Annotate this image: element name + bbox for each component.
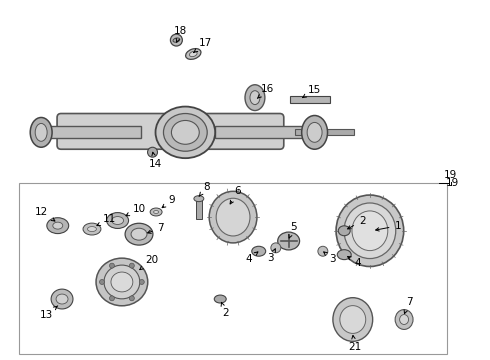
Ellipse shape [104,265,140,299]
Text: 9: 9 [162,195,175,208]
Ellipse shape [400,315,409,324]
Text: 19: 19 [444,170,458,180]
Ellipse shape [164,113,207,151]
Ellipse shape [318,246,328,256]
Ellipse shape [190,51,197,57]
Ellipse shape [194,196,204,202]
Ellipse shape [216,198,250,236]
Ellipse shape [154,211,159,213]
Ellipse shape [278,232,299,250]
Ellipse shape [131,228,147,240]
Text: 18: 18 [174,26,187,42]
Text: 21: 21 [348,336,362,352]
Circle shape [171,34,182,46]
Ellipse shape [307,122,322,142]
Bar [19,183,447,354]
Text: 8: 8 [199,182,210,197]
Ellipse shape [47,218,69,234]
Ellipse shape [51,289,73,309]
Text: 17: 17 [194,38,212,53]
Ellipse shape [186,49,201,59]
Ellipse shape [336,195,404,266]
Circle shape [109,296,115,301]
Text: 13: 13 [40,306,58,320]
Ellipse shape [125,223,153,245]
Ellipse shape [53,222,63,229]
Ellipse shape [245,85,265,111]
Bar [294,129,354,135]
Bar [196,199,202,219]
Text: 11: 11 [97,214,117,226]
Ellipse shape [56,294,68,304]
Text: 5: 5 [289,222,297,238]
Bar [41,126,141,138]
Text: 3: 3 [324,252,336,264]
Circle shape [147,147,157,157]
Ellipse shape [112,217,123,225]
Ellipse shape [340,306,366,333]
Circle shape [129,296,134,301]
Ellipse shape [107,213,128,229]
Ellipse shape [344,203,396,258]
Circle shape [99,279,104,284]
Text: 1: 1 [376,221,401,231]
Text: 10: 10 [126,204,146,216]
Ellipse shape [111,272,133,292]
Ellipse shape [96,258,148,306]
Ellipse shape [83,223,101,235]
Ellipse shape [352,211,388,251]
Bar [290,96,329,103]
Text: 12: 12 [35,207,55,221]
Ellipse shape [173,38,180,42]
Ellipse shape [30,117,52,147]
Ellipse shape [155,107,215,158]
Text: 2: 2 [347,216,366,229]
Ellipse shape [338,226,350,236]
Ellipse shape [172,121,199,144]
Ellipse shape [252,246,266,256]
Text: 19: 19 [446,178,460,188]
Ellipse shape [150,208,162,216]
Ellipse shape [214,295,226,303]
FancyBboxPatch shape [57,113,284,149]
Ellipse shape [209,191,257,243]
Text: 16: 16 [257,84,274,98]
Ellipse shape [35,123,47,141]
Text: 7: 7 [404,297,413,314]
Text: 7: 7 [147,223,164,233]
Text: 6: 6 [230,186,242,204]
Text: 4: 4 [347,257,362,267]
Text: 4: 4 [245,252,258,264]
Text: 15: 15 [303,85,321,98]
Circle shape [139,279,144,284]
Text: 20: 20 [140,255,158,270]
Text: 2: 2 [221,302,228,318]
Circle shape [129,263,134,268]
Ellipse shape [271,243,281,253]
Text: 3: 3 [268,249,275,263]
Text: 14: 14 [149,152,162,169]
Circle shape [109,263,115,268]
Ellipse shape [333,298,373,341]
Ellipse shape [302,116,327,149]
Ellipse shape [337,250,351,260]
Ellipse shape [395,310,413,329]
Ellipse shape [88,226,97,231]
Bar [215,126,315,138]
Ellipse shape [250,91,260,105]
